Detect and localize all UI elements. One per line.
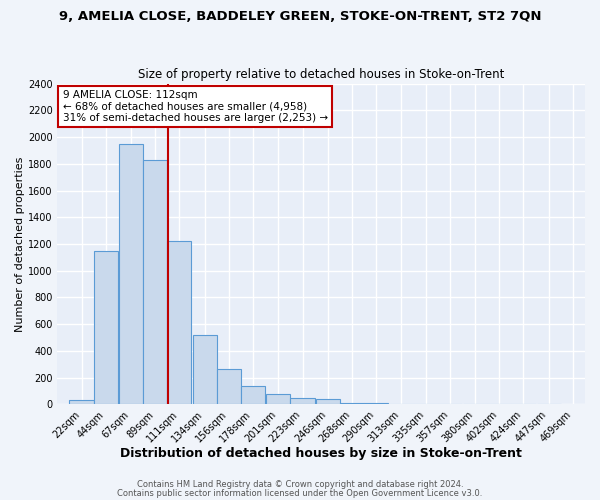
Bar xyxy=(70,400,94,404)
Bar xyxy=(217,369,241,404)
Text: 9, AMELIA CLOSE, BADDELEY GREEN, STOKE-ON-TRENT, ST2 7QN: 9, AMELIA CLOSE, BADDELEY GREEN, STOKE-O… xyxy=(59,10,541,23)
Y-axis label: Number of detached properties: Number of detached properties xyxy=(15,156,25,332)
X-axis label: Distribution of detached houses by size in Stoke-on-Trent: Distribution of detached houses by size … xyxy=(120,447,522,460)
Text: Contains public sector information licensed under the Open Government Licence v3: Contains public sector information licen… xyxy=(118,489,482,498)
Title: Size of property relative to detached houses in Stoke-on-Trent: Size of property relative to detached ho… xyxy=(138,68,505,81)
Bar xyxy=(119,144,143,404)
Bar xyxy=(364,403,388,404)
Bar xyxy=(167,242,191,404)
Bar xyxy=(143,160,167,404)
Bar xyxy=(290,398,314,404)
Text: Contains HM Land Registry data © Crown copyright and database right 2024.: Contains HM Land Registry data © Crown c… xyxy=(137,480,463,489)
Bar xyxy=(241,386,265,404)
Text: 9 AMELIA CLOSE: 112sqm
← 68% of detached houses are smaller (4,958)
31% of semi-: 9 AMELIA CLOSE: 112sqm ← 68% of detached… xyxy=(62,90,328,123)
Bar xyxy=(316,399,340,404)
Bar xyxy=(340,403,364,404)
Bar xyxy=(193,335,217,404)
Bar xyxy=(94,250,118,404)
Bar xyxy=(266,394,290,404)
